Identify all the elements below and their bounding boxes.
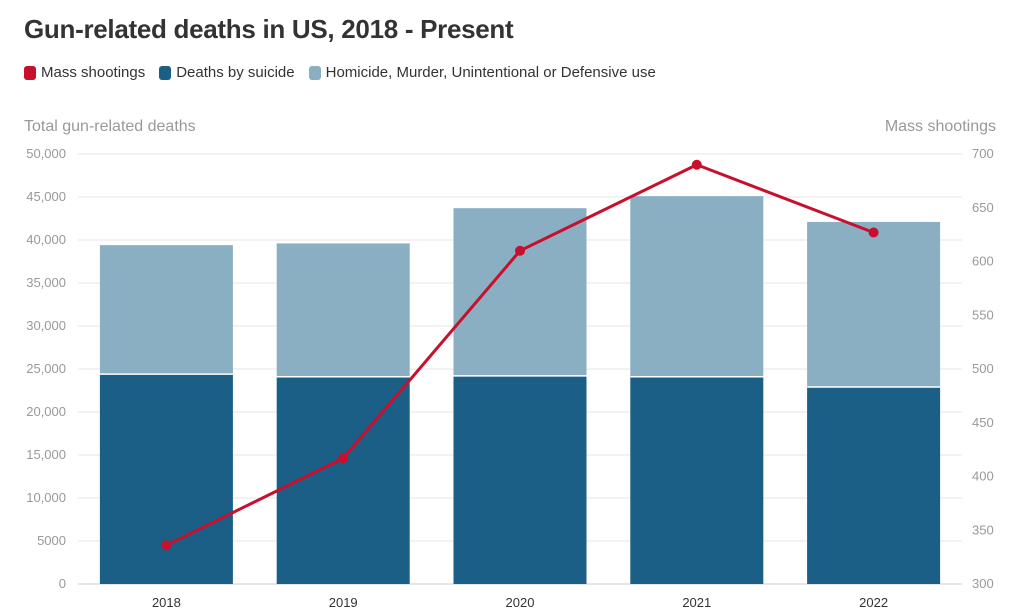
bar-suicide[interactable]: [807, 387, 941, 584]
x-tick-label: 2018: [152, 595, 181, 610]
mass-shootings-point[interactable]: [515, 245, 525, 256]
x-tick-label: 2021: [682, 595, 711, 610]
legend-label-deaths-by-suicide: Deaths by suicide: [176, 64, 295, 81]
legend-swatch-homicide: [308, 65, 321, 80]
y-tick-label: 30,000: [26, 318, 66, 333]
y-tick-label: 0: [59, 576, 66, 591]
y-tick-label: 5000: [37, 533, 66, 548]
legend-swatch-deaths-by-suicide: [159, 65, 172, 80]
y2-tick-label: 300: [972, 576, 994, 591]
legend-label-homicide: Homicide, Murder, Unintentional or Defen…: [325, 64, 656, 81]
y-tick-label: 10,000: [26, 490, 66, 505]
y-tick-label: 45,000: [26, 189, 66, 204]
y2-tick-label: 650: [972, 200, 994, 215]
y-tick-label: 25,000: [26, 361, 66, 376]
y-tick-label: 35,000: [26, 275, 66, 290]
y2-tick-label: 450: [972, 415, 994, 430]
y2-tick-label: 350: [972, 522, 994, 537]
bar-homicide[interactable]: [807, 221, 941, 388]
bar-suicide[interactable]: [99, 374, 233, 584]
mass-shootings-point[interactable]: [691, 159, 702, 170]
y2-tick-label: 700: [972, 146, 994, 161]
bar-suicide[interactable]: [630, 376, 764, 584]
y-tick-label: 50,000: [26, 146, 66, 161]
x-tick-label: 2022: [859, 595, 888, 610]
y2-tick-label: 550: [972, 307, 994, 322]
mass-shootings-point[interactable]: [868, 227, 879, 238]
legend-item-homicide[interactable]: Homicide, Murder, Unintentional or Defen…: [308, 64, 656, 81]
y2-tick-label: 400: [972, 469, 994, 484]
y2-tick-label: 600: [972, 254, 994, 269]
y-axis-title-right: Mass shootings: [884, 118, 996, 135]
y-tick-label: 15,000: [26, 447, 66, 462]
mass-shootings-point[interactable]: [338, 453, 349, 464]
x-tick-label: 2020: [506, 595, 535, 610]
legend-item-mass-shootings[interactable]: Mass shootings: [24, 64, 145, 81]
bar-homicide[interactable]: [630, 196, 764, 377]
bar-homicide[interactable]: [453, 208, 587, 376]
bar-suicide[interactable]: [453, 375, 587, 584]
legend-swatch-mass-shootings: [24, 65, 36, 80]
y2-tick-label: 500: [972, 361, 994, 376]
bar-homicide[interactable]: [99, 245, 233, 375]
y-axis-title-left: Total gun-related deaths: [24, 118, 196, 135]
x-tick-label: 2019: [329, 595, 358, 610]
bar-homicide[interactable]: [276, 243, 410, 377]
y-tick-label: 20,000: [26, 404, 66, 419]
mass-shootings-point[interactable]: [161, 540, 172, 551]
chart-title: Gun-related deaths in US, 2018 - Present: [24, 14, 514, 44]
legend-label-mass-shootings: Mass shootings: [41, 64, 146, 81]
y-tick-label: 40,000: [26, 232, 66, 247]
legend-item-deaths-by-suicide[interactable]: Deaths by suicide: [159, 64, 295, 81]
chart-legend: Mass shootings Deaths by suicide Homicid…: [24, 64, 656, 81]
